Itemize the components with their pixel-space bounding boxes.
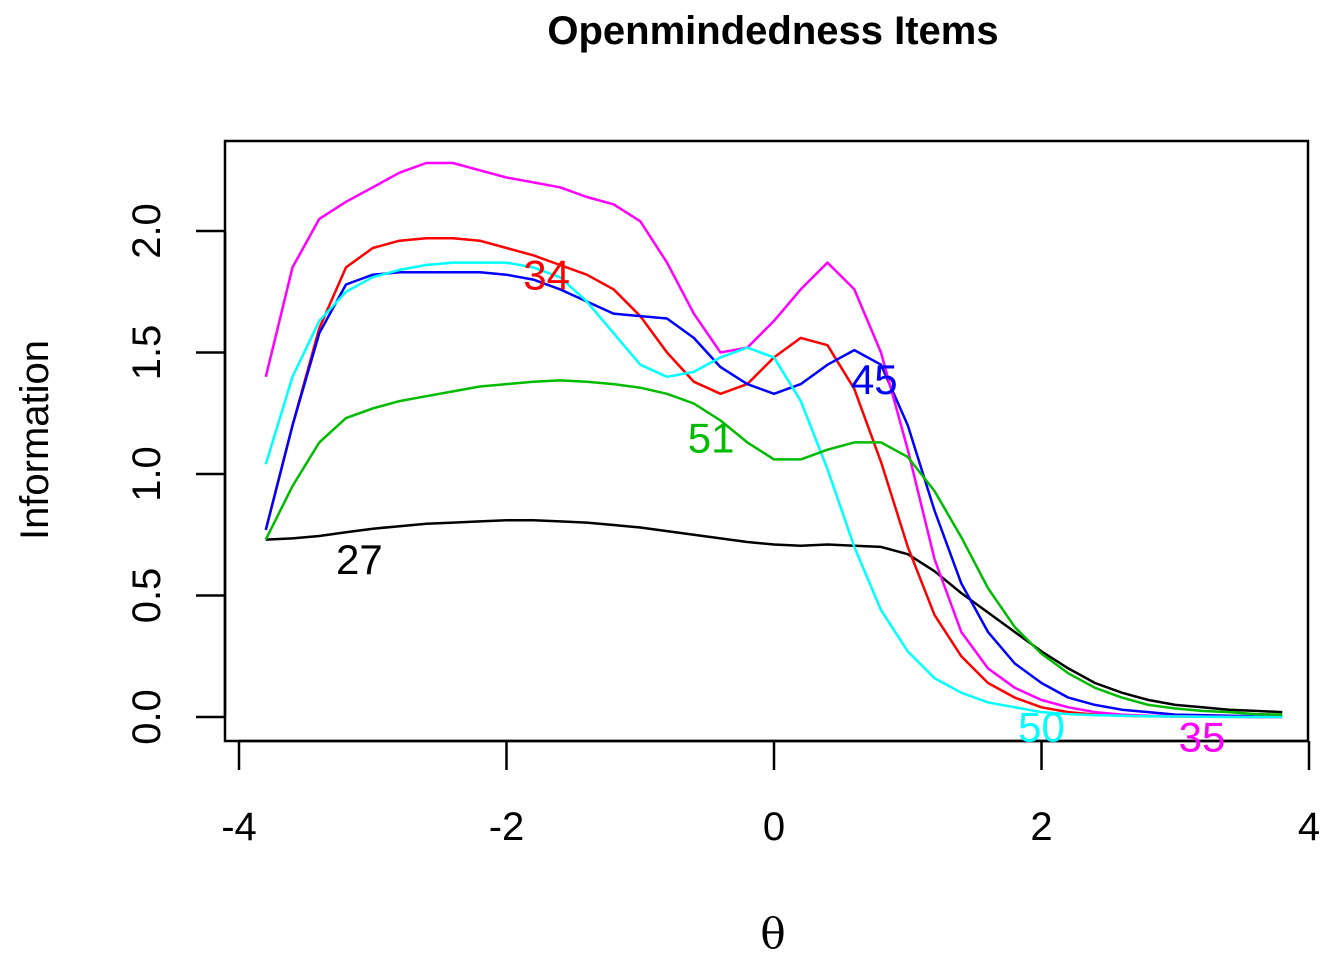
x-axis-title: θ [760, 909, 785, 953]
y-axis-title: Information [13, 340, 57, 540]
series-label-34: 34 [523, 252, 570, 299]
y-tick-label: 2.0 [125, 203, 169, 259]
series-lines [264, 161, 1283, 719]
series-label-27: 27 [336, 536, 383, 583]
x-tick-label: -2 [489, 805, 525, 849]
y-tick-label: 1.0 [125, 446, 169, 502]
x-tick-label: 4 [1298, 805, 1320, 849]
series-line-50 [264, 261, 1283, 719]
x-tick-label: -4 [221, 805, 257, 849]
series-line-51 [264, 379, 1283, 716]
y-tick-label: 0.5 [125, 568, 169, 624]
series-label-51: 51 [688, 415, 735, 462]
series-line-34 [264, 237, 1283, 719]
series-label-50: 50 [1018, 704, 1065, 751]
series-label-45: 45 [851, 356, 898, 403]
series-line-35 [264, 161, 1283, 719]
y-axis: 0.0 0.5 1.0 1.5 2.0 [125, 203, 227, 745]
x-tick-label: 0 [763, 805, 785, 849]
plot-frame [223, 139, 1310, 743]
series-label-35: 35 [1179, 713, 1226, 760]
series-line-27 [265, 518, 1283, 714]
series-labels: 27 34 45 35 50 51 [336, 252, 1225, 761]
series-line-45 [264, 271, 1283, 718]
x-axis: -4 -2 0 2 4 [221, 739, 1320, 849]
x-tick-label: 2 [1030, 805, 1052, 849]
chart-title: Openmindedness Items [547, 9, 998, 53]
y-tick-label: 0.0 [125, 689, 169, 745]
y-tick-label: 1.5 [125, 325, 169, 381]
